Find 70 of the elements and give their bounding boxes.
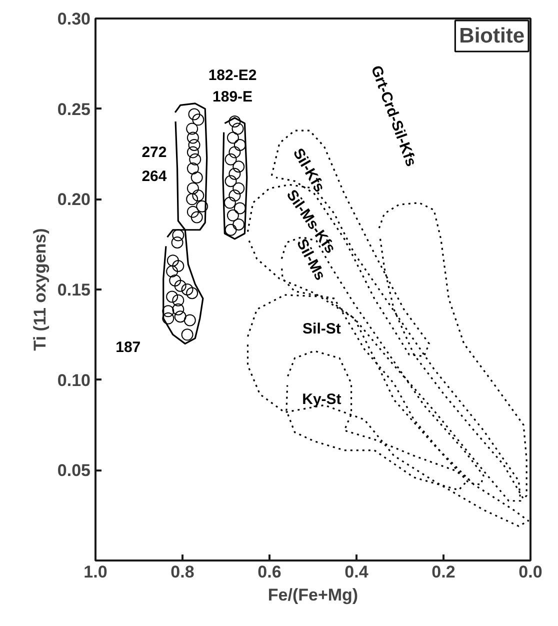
annotation: 264 <box>142 168 168 186</box>
annotation: 182-E2 <box>208 66 257 84</box>
point <box>228 190 241 202</box>
y-tick-label: 0.30 <box>57 10 91 28</box>
point <box>228 168 241 180</box>
point <box>224 153 237 166</box>
point <box>166 265 178 278</box>
point <box>162 312 174 324</box>
point <box>232 182 245 194</box>
point <box>186 146 199 158</box>
x-axis-title: Fe/(Fe+Mg) <box>268 586 358 604</box>
y-axis-title: Ti (11 oxygens) <box>30 228 50 351</box>
point <box>172 229 184 242</box>
point <box>228 115 241 128</box>
point <box>181 284 194 296</box>
x-tick-label: 0.0 <box>518 562 542 582</box>
point <box>186 287 198 300</box>
point <box>162 305 174 318</box>
point <box>192 114 204 126</box>
point <box>196 200 208 212</box>
annotation: 187 <box>116 338 141 356</box>
y-tick-label: 0.25 <box>57 100 91 119</box>
annotation: Ky-St <box>302 391 342 408</box>
point <box>232 122 244 135</box>
point <box>166 290 178 303</box>
y-tick-label: 0.15 <box>57 280 91 300</box>
point <box>174 280 186 292</box>
point <box>186 132 199 144</box>
point <box>186 193 198 206</box>
annotation: Biotite <box>459 24 524 48</box>
y-tick-label: 0.10 <box>57 370 91 390</box>
point <box>192 190 204 202</box>
point <box>189 153 202 166</box>
point <box>166 254 179 267</box>
point <box>172 294 184 306</box>
point <box>181 328 194 341</box>
y-tick-label: 0.05 <box>57 461 91 480</box>
point <box>232 218 245 230</box>
point <box>226 209 239 222</box>
y-tick-label: 0.20 <box>57 190 91 210</box>
point <box>186 182 199 194</box>
point <box>232 160 245 173</box>
x-tick-label: 0.2 <box>432 562 456 582</box>
x-tick-label: 0.6 <box>258 562 282 582</box>
annotation: Sil-St <box>302 320 341 338</box>
point <box>186 206 199 218</box>
annotation: 189-E <box>212 88 253 106</box>
point <box>190 211 203 224</box>
point <box>188 138 200 151</box>
point <box>224 175 237 188</box>
point <box>228 146 241 158</box>
point <box>186 162 199 174</box>
point <box>186 122 198 135</box>
point <box>224 196 236 209</box>
point <box>190 172 203 184</box>
point <box>169 274 182 286</box>
annotation: 272 <box>142 144 167 161</box>
point <box>174 310 186 323</box>
x-tick-label: 0.8 <box>170 562 194 582</box>
point <box>184 314 196 326</box>
point <box>234 138 246 151</box>
point <box>172 303 184 316</box>
x-tick-label: 1.0 <box>84 562 108 582</box>
x-tick-label: 0.4 <box>344 562 369 582</box>
point <box>226 132 239 144</box>
point <box>234 202 246 214</box>
point <box>171 236 184 249</box>
point <box>224 224 237 236</box>
point <box>172 260 184 272</box>
point <box>188 108 200 120</box>
